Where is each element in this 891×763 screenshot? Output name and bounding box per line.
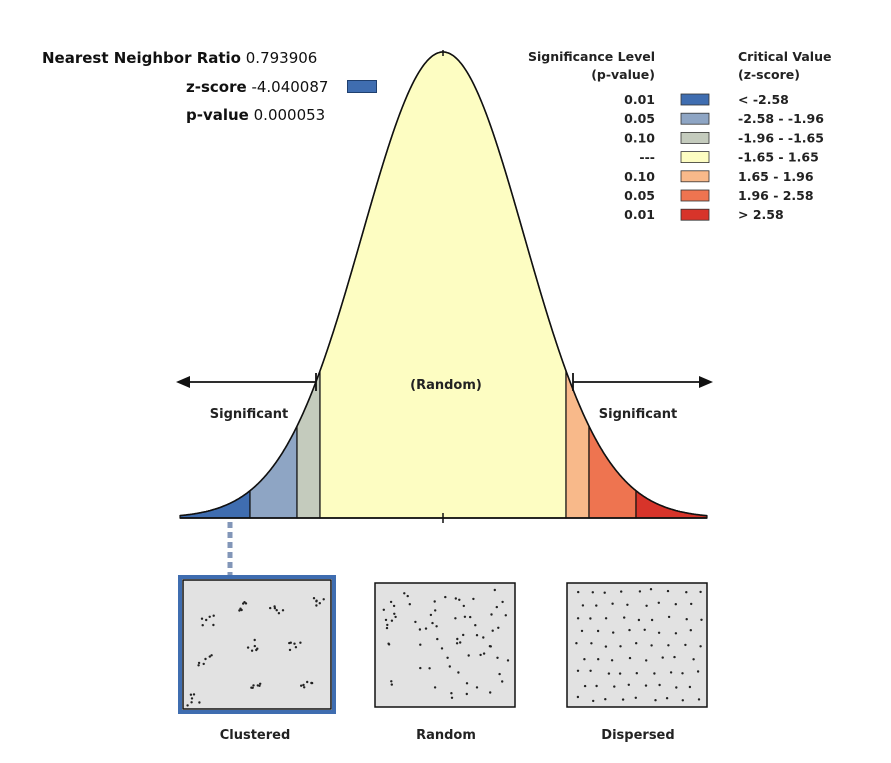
- legend-row: 0.05 -2.58 - -1.96: [624, 111, 824, 126]
- region-random: [319, 51, 567, 519]
- p-value: p-value 0.000053: [186, 106, 325, 124]
- nnr-value: 0.793906: [245, 49, 318, 67]
- pattern-panels: [178, 575, 708, 714]
- critical-value-header-1: Critical Value: [738, 49, 831, 64]
- legend-row: 0.10 1.65 - 1.96: [624, 169, 814, 184]
- z-score-value: -4.040087: [251, 78, 329, 96]
- legend-row: --- -1.65 - 1.65: [639, 150, 818, 165]
- legend-swatch: [680, 112, 710, 125]
- pattern-frame: [374, 582, 516, 708]
- pattern-frame: [566, 582, 708, 708]
- sig-level-header-1: Significance Level: [528, 49, 655, 64]
- p-value-value: 0.000053: [253, 106, 326, 124]
- legend-swatch: [680, 93, 710, 106]
- pattern-frame: [182, 579, 332, 710]
- pattern-dispersed[interactable]: [566, 582, 708, 708]
- legend-p-value: 0.01: [624, 92, 655, 107]
- region-1-65-1-96-pos: [565, 370, 590, 519]
- legend-z-range: -1.65 - 1.65: [738, 150, 819, 165]
- pattern-label-dispersed: Dispersed: [601, 728, 674, 743]
- significant-right-label: Significant: [599, 407, 677, 422]
- legend-swatch: [680, 131, 710, 144]
- legend-swatch: [680, 189, 710, 202]
- point-dots: [382, 588, 510, 699]
- z-score-swatch: [347, 80, 377, 93]
- random-label: (Random): [410, 378, 482, 393]
- legend-z-range: 1.65 - 1.96: [738, 169, 814, 184]
- left-significance-arrow: [176, 373, 317, 391]
- legend-row: 0.05 1.96 - 2.58: [624, 188, 813, 203]
- point-dots: [575, 588, 703, 703]
- legend-swatch: [680, 170, 710, 183]
- legend-row: 0.01 > 2.58: [624, 207, 784, 222]
- legend-z-range: 1.96 - 2.58: [738, 188, 814, 203]
- point-dots: [186, 597, 325, 707]
- significant-left-label: Significant: [210, 407, 288, 422]
- legend-p-value: 0.10: [624, 169, 655, 184]
- critical-value-header-2: (z-score): [738, 67, 800, 82]
- legend-swatch: [680, 208, 710, 221]
- legend-p-value: ---: [639, 150, 655, 165]
- legend-z-range: -2.58 - -1.96: [738, 111, 824, 126]
- legend-p-value: 0.01: [624, 207, 655, 222]
- legend-row: 0.01 < -2.58: [624, 92, 789, 107]
- legend-row: 0.10 -1.96 - -1.65: [624, 130, 824, 145]
- nearest-neighbor-ratio: Nearest Neighbor Ratio 0.793906: [42, 49, 317, 67]
- legend-z-range: > 2.58: [738, 207, 784, 222]
- right-significance-arrow: [572, 373, 713, 391]
- z-score-label: z-score: [186, 78, 247, 96]
- region-1-96-1-65: [296, 370, 321, 519]
- legend-p-value: 0.05: [624, 188, 655, 203]
- pattern-clustered[interactable]: [178, 575, 336, 714]
- legend-rows: 0.01 < -2.58 0.05 -2.58 - -1.96 0.10 -1.96 - …: [624, 92, 824, 222]
- nnr-label: Nearest Neighbor Ratio: [42, 49, 241, 67]
- legend-z-range: -1.96 - -1.65: [738, 130, 824, 145]
- legend-p-value: 0.05: [624, 111, 655, 126]
- selection-frame: [178, 575, 336, 714]
- p-value-label: p-value: [186, 106, 249, 124]
- legend-z-range: < -2.58: [738, 92, 789, 107]
- legend-swatch: [680, 151, 710, 164]
- z-score: z-score -4.040087: [186, 78, 328, 96]
- sig-level-header-2: (p-value): [591, 67, 655, 82]
- legend-p-value: 0.10: [624, 130, 655, 145]
- pattern-random[interactable]: [374, 582, 516, 708]
- pattern-label-random: Random: [416, 728, 476, 743]
- pattern-label-clustered: Clustered: [220, 728, 291, 743]
